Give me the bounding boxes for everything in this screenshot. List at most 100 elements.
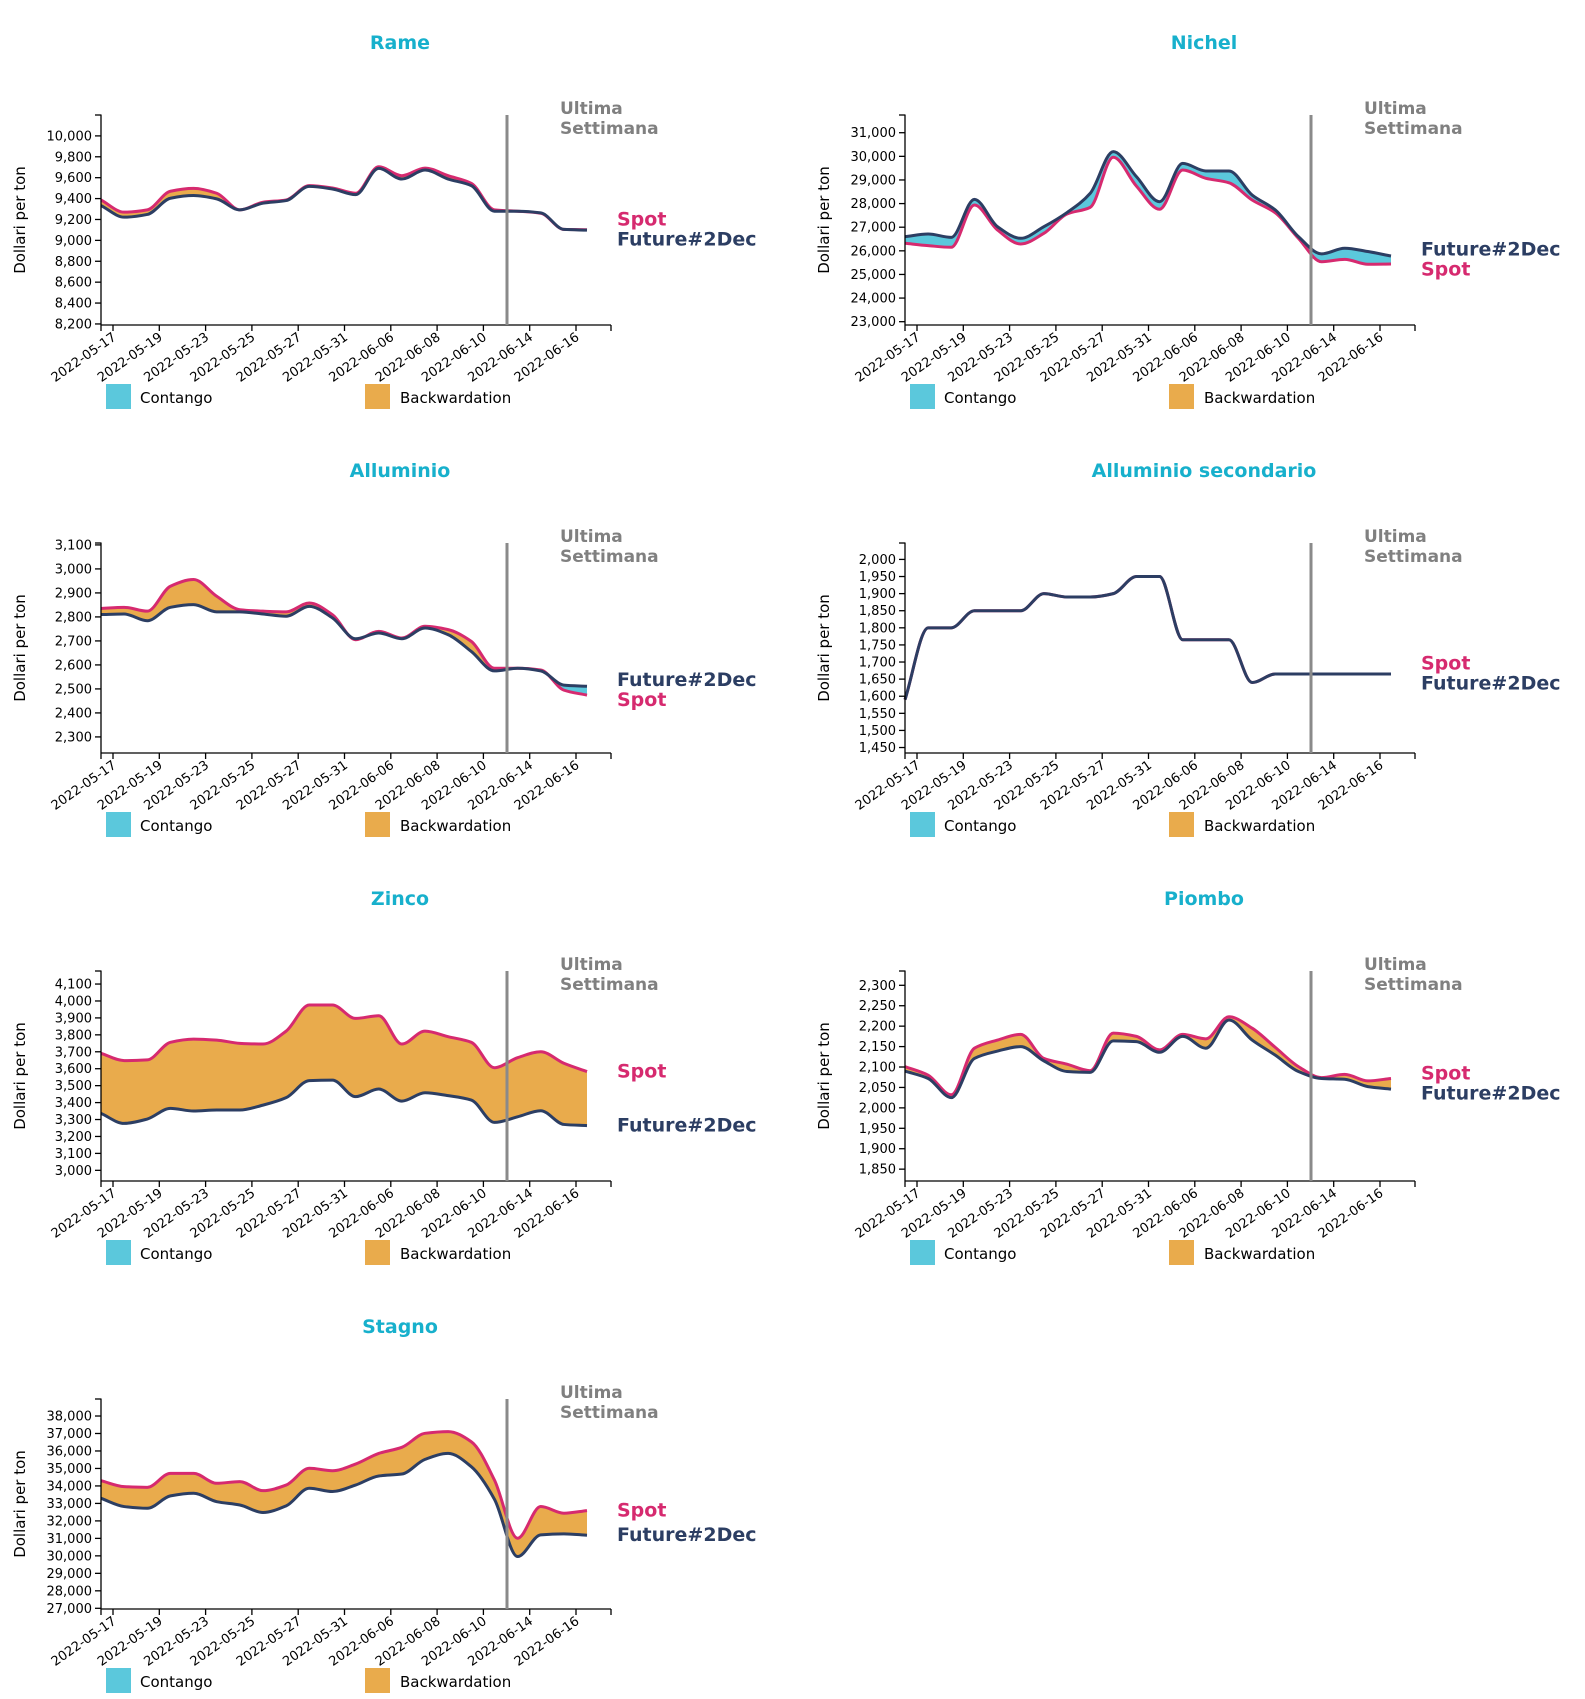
y-tick-label: 3,100	[55, 538, 92, 553]
y-tick-label: 26,000	[851, 244, 897, 259]
spot-label: Spot	[1421, 1062, 1470, 1084]
last-week-label: Settimana	[1364, 119, 1463, 139]
contango-area	[905, 151, 1391, 265]
last-week-label: Ultima	[1364, 99, 1427, 119]
legend-backwardation-label: Backwardation	[1204, 389, 1315, 407]
legend-contango-swatch	[910, 812, 935, 837]
spot-label: Spot	[1421, 652, 1470, 674]
y-tick-label: 2,900	[55, 586, 92, 601]
legend-contango-swatch	[106, 384, 131, 409]
y-tick-label: 4,100	[55, 978, 92, 993]
y-tick-label: 2,800	[55, 610, 92, 625]
future-label: Future#2Dec	[1421, 672, 1561, 694]
last-week-label: Settimana	[560, 975, 659, 995]
chart-zinco: Zinco Dollari per ton 3,000 3,100 3,200 3,300…	[11, 888, 757, 1265]
y-tick-label: 2,000	[859, 553, 896, 568]
y-tick-label: 10,000	[47, 129, 93, 144]
y-tick-label: 1,950	[859, 1122, 896, 1137]
y-tick-label: 1,900	[859, 587, 896, 602]
chart-alluminio: Alluminio Dollari per ton 2,300 2,400 2,500 2…	[11, 460, 757, 837]
y-tick-label: 3,000	[55, 562, 92, 577]
y-tick-label: 1,600	[859, 690, 896, 705]
y-tick-label: 1,650	[859, 673, 896, 688]
y-tick-label: 8,400	[55, 297, 92, 312]
y-axis-label: Dollari per ton	[11, 594, 29, 702]
y-tick-label: 2,500	[55, 682, 92, 697]
spot-label: Spot	[617, 1500, 666, 1522]
y-tick-label: 37,000	[47, 1427, 93, 1442]
last-week-label: Settimana	[1364, 975, 1463, 995]
y-tick-label: 36,000	[47, 1444, 93, 1459]
y-tick-label: 9,000	[55, 234, 92, 249]
legend-backwardation-label: Backwardation	[1204, 1245, 1315, 1263]
future-label: Future#2Dec	[1421, 1082, 1561, 1104]
y-tick-label: 2,150	[859, 1040, 896, 1055]
y-tick-label: 1,700	[859, 656, 896, 671]
y-tick-label: 32,000	[47, 1514, 93, 1529]
y-tick-label: 9,200	[55, 213, 92, 228]
y-tick-label: 2,700	[55, 634, 92, 649]
legend-contango-label: Contango	[944, 817, 1016, 835]
y-tick-label: 3,900	[55, 1011, 92, 1026]
legend-backwardation-swatch	[365, 1668, 390, 1693]
y-tick-label: 1,950	[859, 570, 896, 585]
y-tick-label: 28,000	[851, 197, 897, 212]
legend-contango-swatch	[106, 1668, 131, 1693]
y-tick-label: 28,000	[47, 1584, 93, 1599]
y-axis-label: Dollari per ton	[815, 166, 833, 274]
y-tick-label: 31,000	[47, 1532, 93, 1547]
y-tick-label: 9,400	[55, 192, 92, 207]
y-tick-label: 1,850	[859, 604, 896, 619]
y-axis-label: Dollari per ton	[11, 1022, 29, 1130]
last-week-label: Ultima	[560, 955, 623, 975]
spot-label: Spot	[617, 689, 666, 711]
legend-contango-swatch	[106, 1240, 131, 1265]
y-axis-label: Dollari per ton	[11, 166, 29, 274]
last-week-label: Settimana	[560, 119, 659, 139]
last-week-label: Settimana	[560, 1403, 659, 1423]
y-tick-label: 2,200	[859, 1020, 896, 1035]
legend-backwardation-label: Backwardation	[400, 389, 511, 407]
last-week-label: Ultima	[560, 527, 623, 547]
chart-title: Stagno	[362, 1316, 438, 1338]
y-axis-label: Dollari per ton	[815, 1022, 833, 1130]
last-week-label: Ultima	[560, 1383, 623, 1403]
backwardation-area	[101, 1005, 587, 1126]
future-line	[903, 575, 1391, 701]
spot-label: Spot	[1421, 259, 1470, 281]
legend-backwardation-swatch	[365, 812, 390, 837]
spot-label: Spot	[617, 208, 666, 230]
y-tick-label: 8,600	[55, 276, 92, 291]
future-label: Future#2Dec	[617, 669, 757, 691]
legend-backwardation-swatch	[1169, 384, 1194, 409]
legend-backwardation-swatch	[365, 384, 390, 409]
chart-title: Nichel	[1171, 32, 1238, 54]
last-week-label: Settimana	[560, 547, 659, 567]
spot-line	[903, 575, 1391, 701]
chart-stagno: Stagno Dollari per ton 27,000 28,000 29,000 3…	[11, 1316, 757, 1693]
legend-contango-swatch	[910, 384, 935, 409]
y-tick-label: 33,000	[47, 1497, 93, 1512]
y-tick-label: 3,700	[55, 1045, 92, 1060]
y-tick-label: 1,850	[859, 1163, 896, 1178]
y-tick-label: 8,800	[55, 255, 92, 270]
chart-rame: Rame Dollari per ton 8,200 8,400 8,600 8,800 9…	[11, 32, 757, 409]
y-tick-label: 25,000	[851, 268, 897, 283]
y-tick-label: 3,600	[55, 1062, 92, 1077]
y-tick-label: 30,000	[47, 1549, 93, 1564]
y-tick-label: 2,250	[859, 999, 896, 1014]
future-label: Future#2Dec	[617, 1115, 757, 1137]
y-tick-label: 3,400	[55, 1096, 92, 1111]
y-tick-label: 2,000	[859, 1101, 896, 1116]
y-tick-label: 2,600	[55, 658, 92, 673]
last-week-label: Ultima	[1364, 955, 1427, 975]
y-tick-label: 34,000	[47, 1479, 93, 1494]
future-line	[100, 603, 588, 688]
chart-title: Piombo	[1164, 888, 1244, 910]
y-tick-label: 3,800	[55, 1028, 92, 1043]
y-tick-label: 30,000	[851, 150, 897, 165]
y-tick-label: 24,000	[851, 292, 897, 307]
legend-backwardation-label: Backwardation	[400, 1673, 511, 1691]
y-tick-label: 3,300	[55, 1113, 92, 1128]
